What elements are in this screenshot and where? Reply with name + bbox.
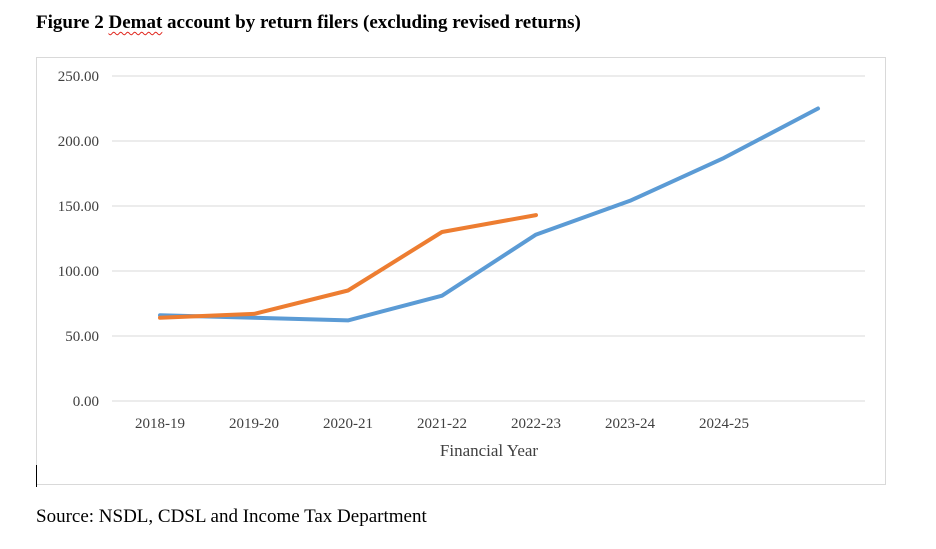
y-tick-label-0: 0.00: [73, 394, 99, 410]
y-tick-label-3: 150.00: [58, 199, 99, 215]
figure-title-demat: Demat: [108, 12, 163, 33]
x-tick-label-1: 2019-20: [229, 416, 279, 432]
x-tick-label-2: 2020-21: [323, 416, 373, 432]
y-tick-label-2: 100.00: [58, 264, 99, 280]
chart-frame: [36, 57, 886, 485]
y-tick-label-1: 50.00: [65, 329, 99, 345]
y-tick-label-4: 200.00: [58, 134, 99, 150]
series-line-2: [158, 213, 538, 320]
y-tick-label-5: 250.00: [58, 69, 99, 85]
figure-label: Figure 2: [36, 12, 104, 33]
figure-title-rest: account by return filers (excluding revi…: [167, 12, 581, 33]
x-axis-title: Financial Year: [440, 441, 539, 460]
series-line-1: [158, 106, 820, 323]
source-note: Source: NSDL, CDSL and Income Tax Depart…: [36, 506, 427, 527]
x-tick-label-5: 2023-24: [605, 416, 655, 432]
figure-title: Figure 2 Demat account by return filers …: [36, 12, 581, 34]
text-cursor: [36, 465, 37, 487]
x-tick-label-0: 2018-19: [135, 416, 185, 432]
x-tick-label-3: 2021-22: [417, 416, 467, 432]
x-tick-label-6: 2024-25: [699, 416, 749, 432]
x-tick-label-4: 2022-23: [511, 416, 561, 432]
